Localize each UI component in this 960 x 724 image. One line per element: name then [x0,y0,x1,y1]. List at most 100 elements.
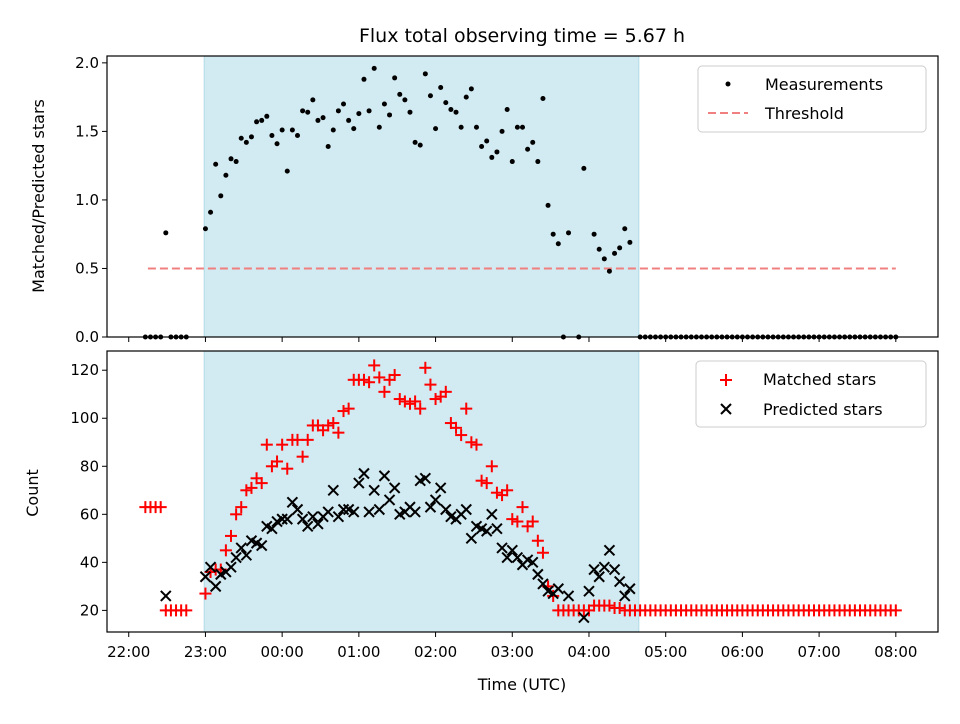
ytick-label: 1.0 [75,191,99,209]
measurement-point [279,127,285,133]
legend-threshold-label: Threshold [764,104,844,123]
xtick-label: 04:00 [567,643,610,661]
matched-star-point [429,393,442,406]
predicted-star-point [583,585,595,597]
measurement-point [243,139,249,145]
predicted-star-point [358,467,370,480]
predicted-star-point [603,544,616,557]
matched-star-point [536,546,549,559]
measurement-point [163,230,169,236]
predicted-star-point [353,477,365,489]
measurement-point [566,230,572,236]
top-panel-shaded-span [203,55,640,338]
measurement-point [443,100,449,106]
ytick-label: 80 [80,457,99,475]
matched-star-point [603,599,616,612]
matched-star-point [403,397,416,410]
predicted-star-point [619,590,631,602]
predicted-star-point [491,523,503,535]
top-panel: 0.00.51.01.52.0 Matched/Predicted stars … [29,54,939,346]
predicted-star-point [429,494,442,506]
matched-star-point [332,426,345,439]
measurement-point [596,246,602,252]
ytick-label: 40 [80,553,99,571]
bottom-panel-ylabel: Count [23,469,42,517]
measurement-point [438,85,444,91]
predicted-star-point [424,501,437,513]
measurement-point [427,93,433,99]
predicted-star-point [562,590,575,602]
measurement-point [591,231,597,237]
measurement-point [218,193,224,199]
predicted-star-point [460,503,472,516]
predicted-star-point [312,518,324,530]
matched-star-point [388,369,401,382]
matched-star-point [271,455,284,468]
predicted-star-point [291,503,304,516]
xtick-label: 07:00 [797,643,840,661]
xtick-label: 00:00 [261,643,304,661]
matched-star-point [378,385,391,398]
measurement-point [509,159,515,165]
measurement-point [530,139,536,145]
predicted-star-point [598,561,611,573]
predicted-star-point [296,513,309,525]
measurement-point [274,141,280,147]
measurement-point [248,134,254,140]
measurement-point [376,124,382,130]
predicted-star-point [511,551,524,564]
matched-star-point [393,393,406,406]
measurement-point [351,126,357,132]
predicted-star-point [209,580,222,593]
matched-star-point [291,433,304,446]
measurement-point [453,109,459,115]
predicted-star-point [378,470,391,482]
predicted-star-point [255,539,268,552]
predicted-star-point [276,513,288,525]
ytick-label: 2.0 [75,54,99,72]
measurement-point [484,138,490,144]
matched-star-point [439,385,452,398]
matched-star-point [327,417,340,430]
measurement-point [269,133,275,139]
predicted-star-point [434,482,447,494]
legend-predicted-marker [720,403,732,415]
measurement-point [550,231,556,237]
matched-star-point [230,508,243,521]
predicted-star-point [501,551,513,564]
predicted-star-point [480,525,493,537]
measurement-point [223,172,229,178]
measurement-point [208,209,214,215]
matched-star-point [240,484,253,497]
matched-star-point [363,376,376,389]
measurement-point [254,119,260,125]
measurement-point [417,142,423,148]
ytick-label: 0.5 [75,259,99,277]
matched-star-point [357,373,370,386]
matched-star-point [301,433,314,446]
top-legend: Measurements Threshold [697,65,927,133]
predicted-star-point [332,511,345,523]
measurement-point [387,112,393,118]
predicted-star-point [225,561,237,573]
measurement-point [601,256,607,262]
predicted-star-point [286,496,299,509]
measurement-point [402,97,408,103]
measurement-point [238,135,244,141]
matched-star-point [501,484,514,497]
matched-star-point [516,501,529,514]
matched-star-point [490,486,503,499]
matched-star-point [889,604,902,617]
top-panel-yticks: 0.0 0.5 1.0 1.5 2.0 [75,54,107,346]
matched-star-point [485,460,498,473]
measurement-point [397,91,403,97]
measurement-point [433,126,439,132]
measurement-point [289,127,295,133]
predicted-star-point [527,556,539,569]
measurement-point [346,117,352,123]
predicted-star-point [624,583,636,595]
predicted-star-point [322,506,334,518]
measurement-point [473,124,479,130]
predicted-star-point [419,472,432,484]
